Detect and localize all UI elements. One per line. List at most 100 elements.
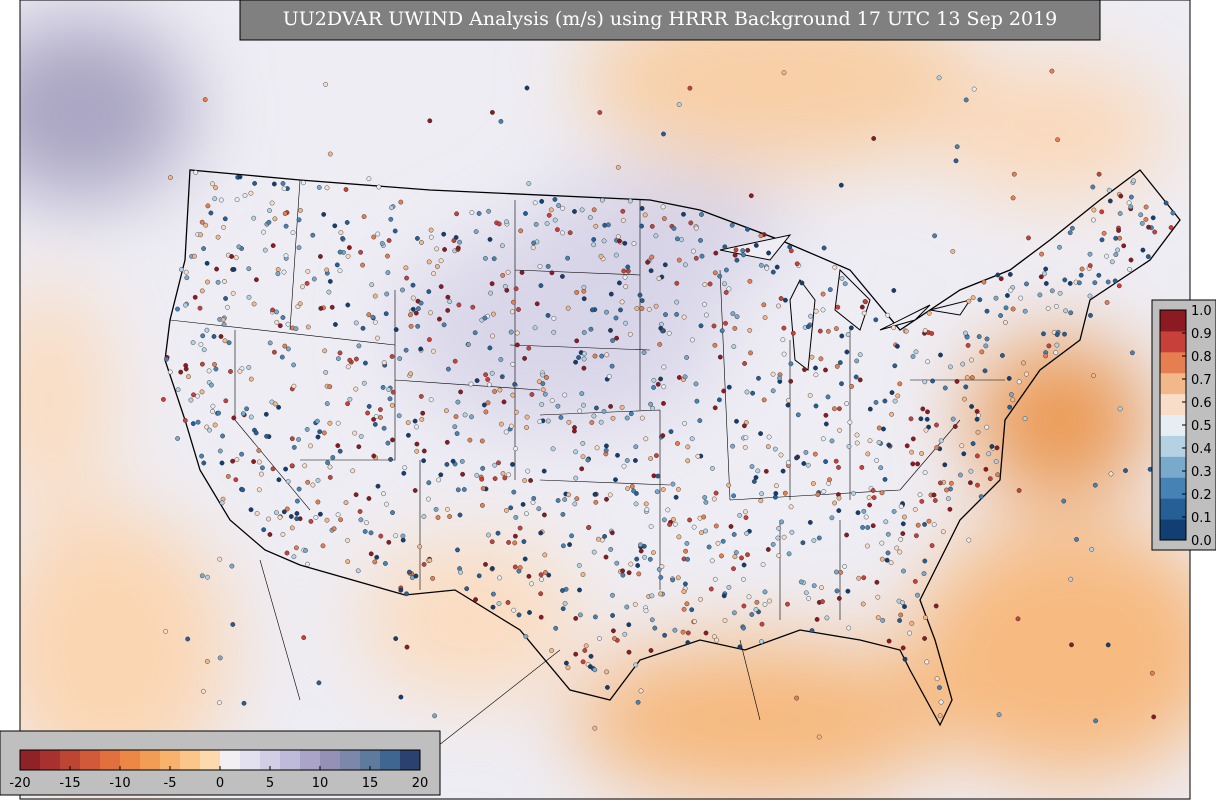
station-dot bbox=[1077, 280, 1082, 286]
station-dot bbox=[717, 354, 723, 360]
station-dot bbox=[874, 457, 879, 463]
station-dot bbox=[794, 455, 799, 461]
station-dot bbox=[774, 483, 779, 489]
station-dot bbox=[779, 519, 784, 525]
station-dot bbox=[1107, 198, 1113, 204]
station-dot bbox=[931, 522, 937, 527]
station-dot bbox=[327, 278, 333, 284]
station-dot bbox=[199, 288, 205, 294]
station-dot bbox=[910, 436, 916, 442]
station-dot bbox=[932, 498, 938, 503]
station-dot bbox=[1021, 360, 1026, 366]
station-dot bbox=[1104, 253, 1110, 259]
station-dot bbox=[574, 338, 580, 344]
station-dot bbox=[505, 269, 511, 275]
station-dot bbox=[870, 523, 876, 529]
station-dot bbox=[498, 119, 504, 124]
station-dot bbox=[770, 371, 776, 377]
station-dot bbox=[969, 357, 974, 363]
station-dot bbox=[799, 280, 805, 286]
station-dot bbox=[915, 522, 921, 528]
station-dot bbox=[438, 472, 444, 478]
colorbar-segment bbox=[240, 750, 261, 770]
station-dot bbox=[290, 230, 296, 236]
station-dot bbox=[968, 468, 974, 474]
station-dot bbox=[510, 309, 515, 315]
station-dot bbox=[217, 448, 223, 454]
station-dot bbox=[891, 325, 896, 330]
station-dot bbox=[208, 210, 214, 216]
station-dot bbox=[762, 315, 768, 320]
station-dot bbox=[632, 602, 638, 607]
station-dot bbox=[703, 499, 709, 505]
station-dot bbox=[676, 257, 682, 263]
wind-colorbar: -20 -15 -10 -5 0 5 10 15 20 bbox=[0, 730, 441, 796]
station-dot bbox=[397, 356, 403, 361]
station-dot bbox=[489, 281, 495, 287]
colorbar-segment bbox=[380, 750, 401, 770]
station-dot bbox=[983, 466, 989, 472]
station-dot bbox=[837, 427, 842, 433]
station-dot bbox=[502, 475, 508, 481]
station-dot bbox=[1067, 230, 1073, 236]
station-dot bbox=[542, 391, 548, 397]
station-dot bbox=[366, 403, 372, 409]
colorbar-tick-label: -10 bbox=[109, 776, 130, 791]
station-dot bbox=[556, 203, 561, 208]
station-dot bbox=[212, 361, 217, 367]
station-dot bbox=[909, 621, 915, 626]
station-dot bbox=[875, 594, 881, 600]
station-dot bbox=[496, 221, 502, 227]
station-dot bbox=[1003, 320, 1008, 325]
station-dot bbox=[790, 330, 796, 336]
station-dot bbox=[304, 280, 310, 286]
station-dot bbox=[498, 357, 504, 362]
colorbar-segment bbox=[120, 750, 141, 770]
colorbar-segment bbox=[1160, 435, 1186, 457]
station-dot bbox=[767, 598, 772, 604]
station-dot bbox=[759, 621, 765, 627]
station-dot bbox=[717, 273, 723, 279]
station-dot bbox=[873, 399, 879, 405]
station-dot bbox=[580, 659, 586, 665]
station-dot bbox=[949, 480, 954, 486]
station-dot bbox=[581, 296, 587, 302]
station-dot bbox=[418, 346, 424, 352]
station-dot bbox=[726, 482, 732, 488]
station-dot bbox=[246, 294, 252, 300]
station-dot bbox=[441, 231, 447, 237]
station-dot bbox=[362, 529, 368, 534]
station-dot bbox=[370, 314, 376, 320]
station-dot bbox=[1018, 295, 1024, 301]
station-dot bbox=[823, 421, 829, 427]
station-dot bbox=[970, 441, 976, 446]
station-dot bbox=[510, 361, 516, 367]
colorbar-tick-label: 0.4 bbox=[1191, 442, 1212, 457]
station-dot bbox=[267, 208, 272, 214]
station-dot bbox=[231, 415, 237, 421]
station-dot bbox=[1062, 331, 1067, 337]
station-dot bbox=[761, 397, 767, 403]
station-dot bbox=[966, 298, 972, 304]
station-dot bbox=[845, 332, 851, 337]
station-dot bbox=[608, 327, 613, 333]
station-dot bbox=[778, 296, 784, 301]
station-dot bbox=[517, 565, 523, 570]
station-dot bbox=[635, 563, 641, 568]
station-dot bbox=[847, 419, 853, 425]
station-dot bbox=[1016, 379, 1022, 385]
station-dot bbox=[246, 266, 252, 272]
station-dot bbox=[621, 463, 627, 469]
station-dot bbox=[314, 418, 320, 424]
station-dot bbox=[296, 486, 302, 492]
station-dot bbox=[683, 548, 688, 554]
station-dot bbox=[805, 462, 811, 468]
station-dot bbox=[222, 216, 228, 222]
station-dot bbox=[256, 459, 262, 465]
station-dot bbox=[931, 492, 937, 498]
station-dot bbox=[737, 513, 743, 518]
station-dot bbox=[537, 263, 543, 269]
station-dot bbox=[510, 392, 516, 398]
station-dot bbox=[234, 197, 240, 203]
station-dot bbox=[345, 559, 351, 564]
